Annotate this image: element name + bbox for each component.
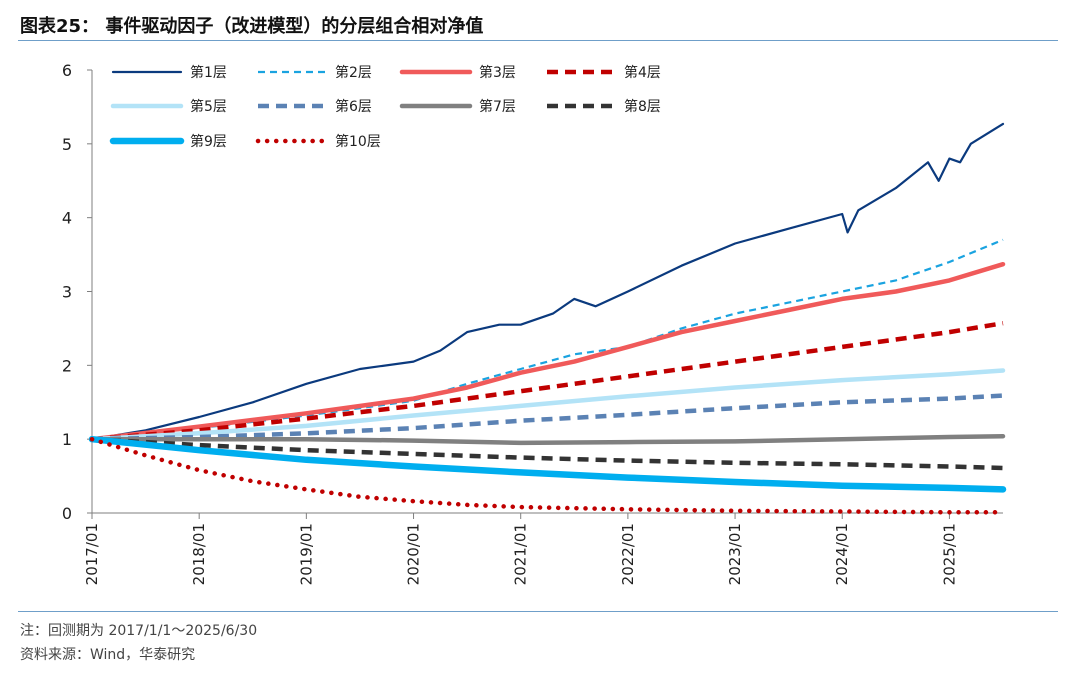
series-lines [88, 122, 1007, 515]
axes: 0 1 2 3 4 5 6 2017/01 2018/01 2019/01 2020/01 2021/… [62, 61, 1003, 585]
legend-label-2: 第2层 [335, 64, 372, 81]
x-tick-label: 2021/01 [512, 523, 530, 585]
series-line-4 [91, 320, 1004, 442]
x-tick-label: 2020/01 [405, 523, 423, 585]
x-tick-label: 2017/01 [83, 523, 101, 585]
legend-label-10: 第10层 [335, 133, 381, 150]
legend-label-5: 第5层 [190, 98, 227, 115]
x-tick-label: 2024/01 [833, 523, 851, 585]
series-line-5 [89, 368, 1006, 442]
x-tick-label: 2019/01 [297, 523, 315, 585]
legend-label-9: 第9层 [190, 133, 227, 150]
bottom-rule [18, 611, 1058, 612]
x-tick-label: 2025/01 [940, 523, 958, 585]
legend-label-8: 第8层 [624, 98, 661, 115]
series-line-7 [89, 433, 1006, 446]
series-line-1 [90, 122, 1005, 441]
legend-label-3: 第3层 [479, 64, 516, 81]
y-tick-label: 3 [62, 283, 72, 302]
chart-canvas: 0 1 2 3 4 5 6 2017/01 2018/01 2019/01 2020/01 2021/… [62, 61, 1007, 585]
y-tick-label: 6 [62, 61, 72, 80]
y-tick-label: 2 [62, 356, 72, 375]
x-tick-label: 2023/01 [726, 523, 744, 585]
series-line-9 [88, 435, 1007, 493]
y-tick-label: 0 [62, 504, 72, 523]
series-line-3 [89, 261, 1006, 442]
footnote-period: 注：回测期为 2017/1/1～2025/6/30 [20, 623, 258, 639]
legend-label-7: 第7层 [479, 98, 516, 115]
legend-label-6: 第6层 [335, 98, 372, 115]
x-tick-label: 2018/01 [190, 523, 208, 585]
series-line-10 [89, 436, 1006, 515]
legend-label-4: 第4层 [624, 64, 661, 81]
chart-title: 图表25： 事件驱动因子（改进模型）的分层组合相对净值 [20, 16, 484, 37]
x-tick-label: 2022/01 [619, 523, 637, 585]
y-tick-label: 1 [62, 430, 72, 449]
top-rule [18, 40, 1058, 41]
legend-label-1: 第1层 [190, 64, 227, 81]
y-tick-label: 5 [62, 135, 72, 154]
footnote-source: 资料来源：Wind，华泰研究 [20, 647, 196, 663]
y-tick-label: 4 [62, 209, 72, 228]
